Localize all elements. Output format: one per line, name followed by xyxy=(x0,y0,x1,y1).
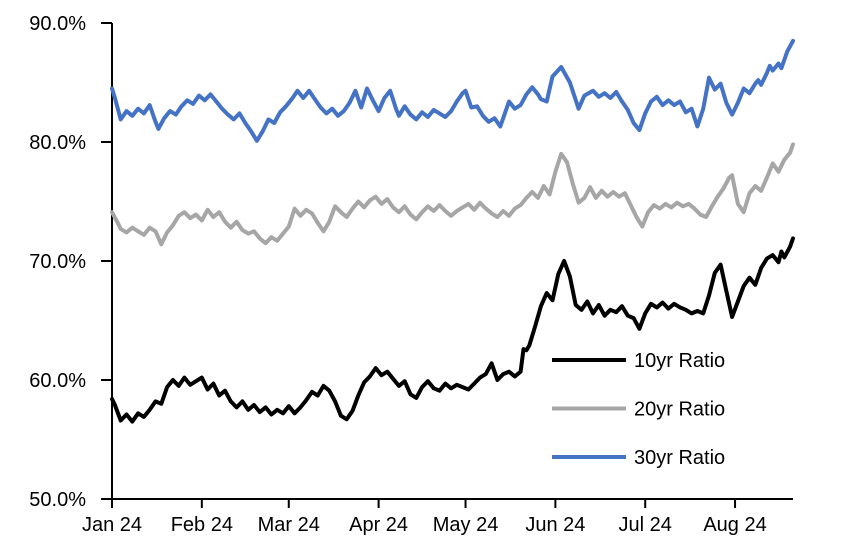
x-tick-label: Jan 24 xyxy=(82,514,142,536)
y-tick-label: 50.0% xyxy=(29,489,86,511)
y-tick-label: 60.0% xyxy=(29,370,86,392)
legend-label-10yr-ratio: 10yr Ratio xyxy=(634,350,725,372)
x-tick-label: Jul 24 xyxy=(619,514,672,536)
series-line-30yr-ratio xyxy=(110,38,795,143)
y-tick-label: 80.0% xyxy=(29,132,86,154)
series-line-20yr-ratio xyxy=(110,142,795,247)
x-tick-label: Feb 24 xyxy=(171,514,233,536)
x-tick-label: Jun 24 xyxy=(525,514,585,536)
legend-label-30yr-ratio: 30yr Ratio xyxy=(634,447,725,469)
y-tick-label: 70.0% xyxy=(29,251,86,273)
series-line-10yr-ratio xyxy=(110,236,795,424)
legend-label-20yr-ratio: 20yr Ratio xyxy=(634,399,725,421)
x-tick-label: Apr 24 xyxy=(349,514,408,536)
x-tick-label: Mar 24 xyxy=(258,514,320,536)
y-tick-label: 90.0% xyxy=(29,13,86,35)
x-tick-label: Aug 24 xyxy=(703,514,766,536)
x-tick-label: May 24 xyxy=(433,514,499,536)
